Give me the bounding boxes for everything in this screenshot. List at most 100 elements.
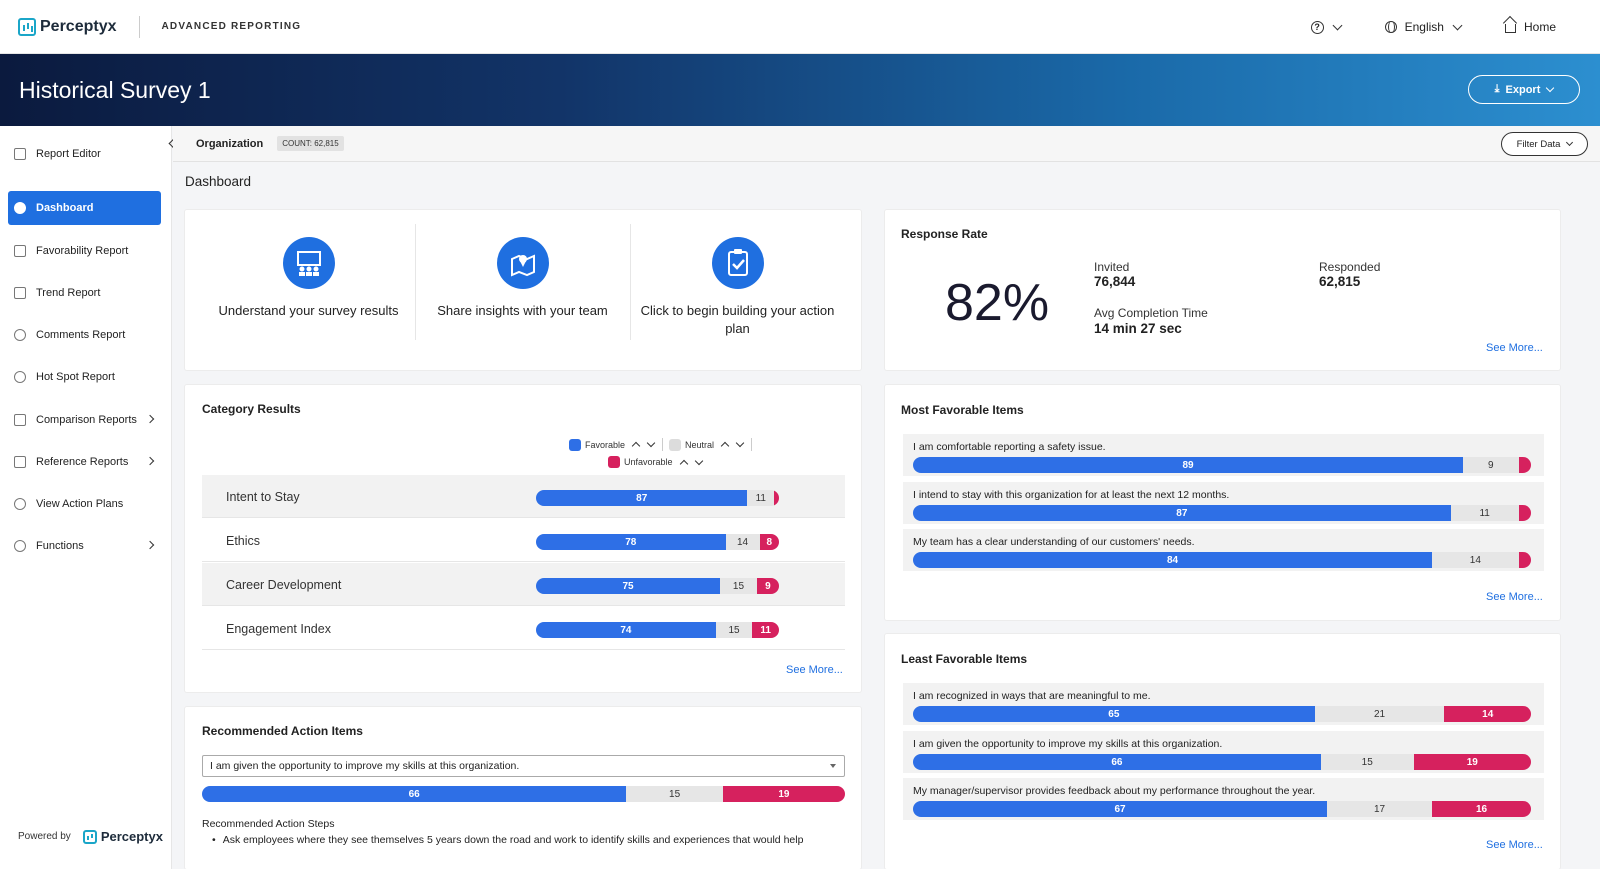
neutral-segment: 14 <box>1432 552 1519 568</box>
chevron-right-icon <box>145 456 155 466</box>
sort-down-icon[interactable] <box>735 438 745 448</box>
favorable-segment: 66 <box>202 786 627 802</box>
globe-icon <box>1384 21 1397 33</box>
unfavorable-swatch <box>608 456 620 468</box>
divider <box>630 224 631 340</box>
brand-logo[interactable]: Perceptyx <box>18 17 117 36</box>
category-row[interactable]: Intent to Stay 87 11 <box>202 475 845 518</box>
list-item[interactable]: My manager/supervisor provides feedback … <box>903 778 1544 821</box>
least-favorable-see-more-link[interactable]: See More... <box>1486 839 1543 851</box>
chevron-down-icon <box>1566 138 1574 147</box>
avg-completion-label: Avg Completion Time <box>1094 306 1208 320</box>
sort-up-icon[interactable] <box>679 459 688 468</box>
favorable-segment: 65 <box>913 706 1315 722</box>
chevron-right-icon <box>145 414 155 424</box>
category-row[interactable]: Engagement Index 74 15 11 <box>202 607 845 650</box>
page-title: Historical Survey 1 <box>19 76 211 103</box>
category-row[interactable]: Ethics 78 14 8 <box>202 519 845 562</box>
help-menu[interactable]: ? <box>1310 20 1343 34</box>
favorability-bar: 65 21 14 <box>913 706 1531 722</box>
category-label: Career Development <box>226 578 342 592</box>
check-circle-icon <box>14 498 26 510</box>
list-item[interactable]: My team has a clear understanding of our… <box>903 529 1544 572</box>
category-see-more-link[interactable]: See More... <box>786 664 843 676</box>
map-icon <box>496 237 549 289</box>
category-row[interactable]: Career Development 75 15 9 <box>202 563 845 606</box>
action-item-select[interactable]: I am given the opportunity to improve my… <box>202 755 845 777</box>
sidebar-item-label: Comments Report <box>36 329 126 341</box>
app-name: ADVANCED REPORTING <box>161 21 302 32</box>
list-item[interactable]: I am comfortable reporting a safety issu… <box>903 434 1544 477</box>
sidebar-item-favorability-report[interactable]: Favorability Report <box>8 234 161 268</box>
unfavorable-segment: 19 <box>1413 754 1531 770</box>
favorability-bar: 84 14 <box>913 552 1531 568</box>
home-link[interactable]: Home <box>1504 20 1556 34</box>
organization-label: Organization <box>196 137 264 150</box>
filter-data-button[interactable]: Filter Data <box>1501 132 1588 156</box>
response-rate-title: Response Rate <box>901 227 988 241</box>
sidebar-item-label: Trend Report <box>36 287 101 299</box>
brand-name: Perceptyx <box>40 17 117 35</box>
item-text: I intend to stay with this organization … <box>913 489 1230 501</box>
sidebar-item-label: View Action Plans <box>36 498 124 510</box>
sort-up-icon[interactable] <box>720 441 730 451</box>
count-badge: COUNT: 62,815 <box>277 136 344 151</box>
sidebar-item-reference-reports[interactable]: Reference Reports <box>8 445 161 479</box>
quick-action-action-plan[interactable]: Click to begin building your action plan <box>630 224 845 344</box>
sidebar-item-report-editor[interactable]: Report Editor <box>8 137 161 171</box>
sort-down-icon[interactable] <box>646 438 656 448</box>
neutral-segment: 17 <box>1327 801 1433 817</box>
export-button[interactable]: ⤓ Export <box>1468 75 1580 104</box>
sidebar-item-label: Favorability Report <box>36 245 129 257</box>
response-rate-see-more-link[interactable]: See More... <box>1486 342 1543 354</box>
sidebar-item-hot-spot-report[interactable]: Hot Spot Report <box>8 360 161 394</box>
quick-action-understand[interactable]: Understand your survey results <box>201 224 416 344</box>
quick-action-share[interactable]: Share insights with your team <box>415 224 630 344</box>
neutral-segment: 9 <box>1463 457 1519 473</box>
sidebar-item-trend-report[interactable]: Trend Report <box>8 276 161 310</box>
unfavorable-segment <box>1518 457 1531 473</box>
sort-down-icon[interactable] <box>694 456 703 465</box>
divider <box>662 438 664 451</box>
survey-banner: Historical Survey 1 ⤓ Export <box>0 54 1600 126</box>
list-item[interactable]: I am given the opportunity to improve my… <box>903 731 1544 774</box>
quick-actions-card <box>185 210 861 370</box>
most-favorable-see-more-link[interactable]: See More... <box>1486 591 1543 603</box>
powered-by: Powered by Perceptyx <box>18 829 163 844</box>
favorability-bar: 66 15 19 <box>202 786 845 802</box>
sidebar-item-label: Comparison Reports <box>36 414 137 426</box>
neutral-segment: 15 <box>626 786 723 802</box>
sidebar-item-dashboard[interactable]: Dashboard <box>8 191 161 225</box>
chevron-down-icon <box>1332 20 1343 30</box>
thumbs-up-icon <box>14 245 26 257</box>
item-text: I am comfortable reporting a safety issu… <box>913 441 1106 453</box>
list-item[interactable]: I intend to stay with this organization … <box>903 482 1544 525</box>
item-text: I am recognized in ways that are meaning… <box>913 690 1151 702</box>
home-icon <box>1504 24 1516 33</box>
language-selector[interactable]: English <box>1384 20 1463 34</box>
most-favorable-title: Most Favorable Items <box>901 403 1024 417</box>
least-favorable-title: Least Favorable Items <box>901 652 1028 666</box>
list-item[interactable]: I am recognized in ways that are meaning… <box>903 683 1544 726</box>
action-steps-label: Recommended Action Steps <box>202 818 335 830</box>
unfavorable-segment: 11 <box>752 622 779 638</box>
unfavorable-segment: 14 <box>1444 706 1531 722</box>
powered-by-label: Powered by <box>18 831 71 842</box>
favorability-bar: 89 9 <box>913 457 1531 473</box>
chevron-right-icon <box>145 540 155 550</box>
sidebar-item-comments-report[interactable]: Comments Report <box>8 318 161 352</box>
sidebar-item-functions[interactable]: Functions <box>8 529 161 563</box>
quick-action-label: Click to begin building your action plan <box>640 303 835 336</box>
export-label: Export <box>1505 83 1541 96</box>
sidebar-item-view-action-plans[interactable]: View Action Plans <box>8 487 161 521</box>
edit-icon <box>14 148 26 160</box>
sidebar-item-comparison-reports[interactable]: Comparison Reports <box>8 403 161 437</box>
divider <box>415 224 416 340</box>
legend-row-2: Unfavorable <box>608 456 703 468</box>
sort-up-icon[interactable] <box>631 441 641 451</box>
category-label: Intent to Stay <box>226 490 300 504</box>
sidebar-item-label: Functions <box>36 540 84 552</box>
list-icon <box>14 456 26 468</box>
category-label: Engagement Index <box>226 622 331 636</box>
unfavorable-segment: 8 <box>759 534 779 550</box>
